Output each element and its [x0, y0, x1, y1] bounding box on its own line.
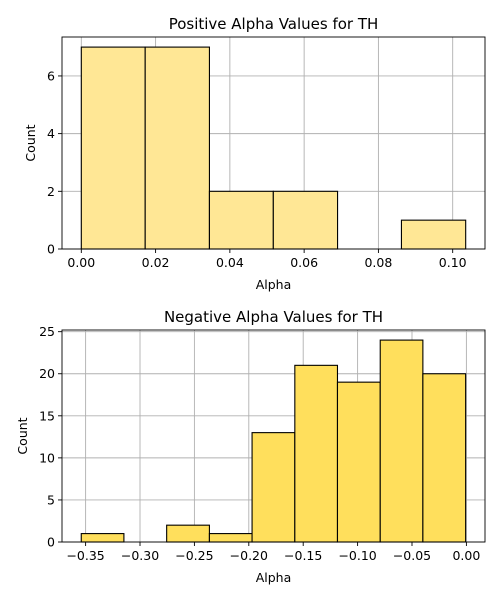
chart-title: Negative Alpha Values for TH	[164, 308, 383, 326]
histogram-bar	[208, 533, 253, 543]
y-tick-label: 20	[39, 366, 55, 381]
histogram-bar	[400, 219, 467, 250]
histogram-bar	[379, 339, 424, 543]
x-tick-label: −0.10	[338, 548, 376, 563]
y-tick-label: 4	[47, 126, 55, 141]
x-axis-label: Alpha	[256, 277, 292, 292]
histogram-bar	[166, 524, 210, 543]
y-axis-label: Count	[15, 417, 30, 454]
y-tick-label: 10	[39, 450, 55, 465]
y-tick-label: 25	[39, 324, 55, 339]
x-tick-label: −0.35	[66, 548, 104, 563]
histogram-bar	[294, 364, 339, 543]
y-tick-label: 6	[47, 68, 55, 83]
plot-frame	[61, 36, 486, 250]
x-tick-label: −0.20	[230, 548, 268, 563]
x-tick-label: 0.10	[439, 255, 467, 270]
y-tick-label: 2	[47, 184, 55, 199]
y-tick-label: 5	[47, 492, 55, 507]
x-tick-label: 0.00	[452, 548, 480, 563]
negative-alpha-chart: −0.35 −0.30 −0.25 −0.20 −0.15 −0.10 −0.05 0.00 0…	[15, 308, 486, 585]
histogram-bar	[272, 190, 339, 250]
chart-title: Positive Alpha Values for TH	[169, 15, 379, 33]
x-tick-label: −0.05	[393, 548, 431, 563]
histogram-bar	[80, 46, 146, 250]
x-tick-label: −0.15	[284, 548, 322, 563]
x-tick-label: 0.00	[67, 255, 95, 270]
histogram-bar	[144, 46, 210, 250]
histogram-bar	[208, 190, 274, 250]
x-tick-label: −0.25	[175, 548, 213, 563]
x-tick-label: 0.04	[216, 255, 244, 270]
positive-alpha-chart: 0.00 0.02 0.04 0.06 0.08 0.10 0 2 4 6 Positive Alp…	[23, 15, 486, 292]
histogram-bar	[422, 373, 467, 543]
histogram-bar	[251, 432, 296, 543]
y-tick-label: 0	[47, 535, 55, 550]
x-tick-label: −0.30	[121, 548, 159, 563]
x-tick-label: 0.06	[290, 255, 318, 270]
histogram-bar	[80, 533, 125, 543]
x-tick-label: 0.02	[142, 255, 170, 270]
x-axis-label: Alpha	[256, 570, 292, 585]
y-axis-label: Count	[23, 124, 38, 161]
plot-frame	[61, 329, 486, 543]
y-tick-label: 0	[47, 242, 55, 257]
histogram-bar	[336, 381, 381, 543]
x-tick-label: 0.08	[364, 255, 392, 270]
y-tick-label: 15	[39, 408, 55, 423]
